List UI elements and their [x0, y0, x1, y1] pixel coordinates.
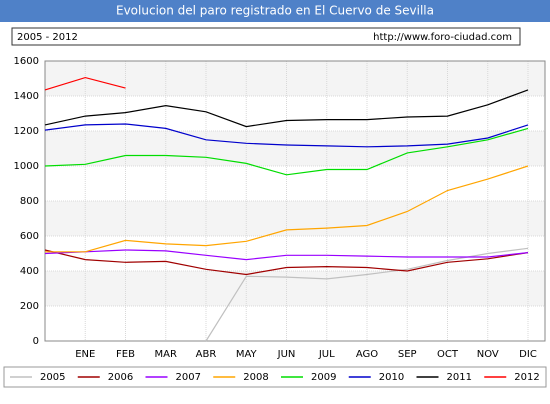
series-line: [44, 89, 529, 128]
series-line: [205, 247, 529, 342]
legend-label: 2009: [311, 372, 336, 383]
legend-label: 2008: [243, 372, 268, 383]
x-tick-label: FEB: [116, 349, 135, 360]
x-tick-label: NOV: [477, 349, 499, 360]
y-tick-label: 0: [33, 336, 39, 347]
legend-label: 2012: [514, 372, 539, 383]
y-tick-label: 800: [20, 196, 39, 207]
x-tick-label: ENE: [75, 349, 95, 360]
series-line: [44, 76, 126, 91]
x-tick-label: AGO: [356, 349, 378, 360]
series-line: [44, 249, 529, 276]
y-tick-label: 1400: [14, 91, 39, 102]
grid-band: [45, 271, 545, 306]
x-tick-label: SEP: [398, 349, 417, 360]
subtitle: 2005 - 2012: [17, 32, 78, 43]
y-tick-label: 1000: [14, 161, 39, 172]
series-line: [45, 165, 529, 253]
grid-band: [45, 61, 545, 96]
x-tick-label: DIC: [519, 349, 537, 360]
grid-band: [45, 201, 545, 236]
series-line: [44, 123, 529, 148]
source: http://www.foro-ciudad.com: [373, 32, 512, 43]
y-tick-label: 200: [20, 301, 39, 312]
legend-label: 2006: [108, 372, 133, 383]
legend-label: 2011: [447, 372, 472, 383]
x-tick-label: OCT: [437, 349, 459, 360]
y-tick-label: 1200: [14, 126, 39, 137]
chart-title: Evolucion del paro registrado en El Cuer…: [116, 4, 434, 18]
series-line: [44, 127, 529, 176]
x-tick-label: JUN: [277, 349, 296, 360]
legend-box: [3, 366, 547, 388]
legend-label: 2007: [176, 372, 201, 383]
x-tick-label: ABR: [196, 349, 217, 360]
legend-label: 2010: [379, 372, 404, 383]
y-tick-label: 600: [20, 231, 39, 242]
title-bar: [0, 0, 550, 22]
x-tick-label: JUL: [318, 349, 335, 360]
x-tick-label: MAY: [236, 349, 258, 360]
legend-label: 2005: [40, 372, 65, 383]
x-tick-label: MAR: [155, 349, 177, 360]
y-tick-label: 1600: [14, 56, 39, 67]
info-box: [11, 27, 521, 46]
grid-band: [45, 131, 545, 166]
y-tick-label: 400: [20, 266, 39, 277]
series-line: [44, 249, 529, 261]
plot-frame: [44, 60, 546, 342]
